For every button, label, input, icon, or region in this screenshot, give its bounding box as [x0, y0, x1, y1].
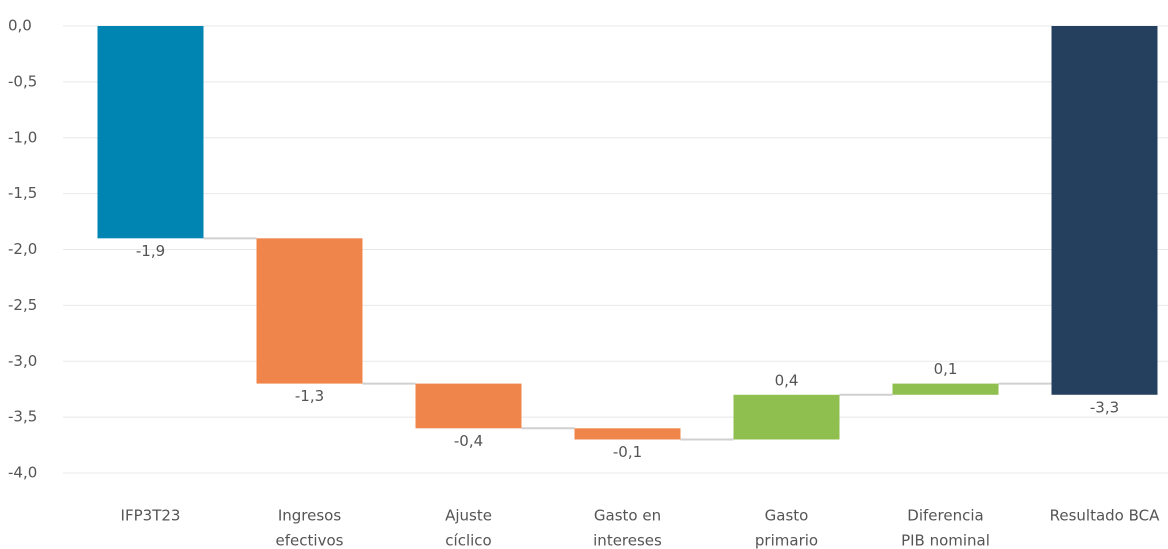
x-tick-label: Ingresos	[278, 507, 342, 525]
x-tick-label: Ajuste	[445, 507, 492, 525]
bar	[892, 383, 999, 395]
x-tick-label: Resultado BCA	[1050, 507, 1161, 525]
y-tick-label: 0,0	[8, 17, 32, 35]
y-tick-label: -2,5	[8, 296, 37, 314]
value-label: -1,9	[136, 242, 165, 260]
y-tick-label: -3,0	[8, 352, 37, 370]
x-tick-label: efectivos	[276, 532, 344, 549]
bar	[97, 26, 204, 239]
y-tick-label: -1,0	[8, 128, 37, 146]
x-tick-label: Gasto en	[594, 507, 661, 525]
bar	[574, 428, 681, 440]
y-tick-label: -4,0	[8, 464, 37, 482]
bar	[1051, 26, 1158, 395]
value-label: 0,1	[934, 360, 958, 378]
y-tick-label: -3,5	[8, 408, 37, 426]
value-label: 0,4	[775, 371, 799, 389]
x-tick-label: cíclico	[445, 532, 491, 549]
y-tick-label: -0,5	[8, 72, 37, 90]
bar	[256, 238, 363, 384]
x-tick-label: IFP3T23	[121, 507, 181, 525]
value-label: -0,4	[454, 432, 483, 450]
y-tick-label: -1,5	[8, 184, 37, 202]
bar	[415, 383, 522, 429]
y-tick-label: -2,0	[8, 240, 37, 258]
value-label: -0,1	[613, 443, 642, 461]
x-tick-label: Diferencia	[907, 507, 983, 525]
x-tick-label: PIB nominal	[901, 532, 990, 549]
x-tick-label: Gasto	[765, 507, 809, 525]
x-tick-label: primario	[755, 532, 818, 549]
value-label: -3,3	[1090, 398, 1119, 416]
value-label: -1,3	[295, 387, 324, 405]
bar	[733, 394, 840, 440]
x-tick-label: intereses	[593, 532, 662, 549]
